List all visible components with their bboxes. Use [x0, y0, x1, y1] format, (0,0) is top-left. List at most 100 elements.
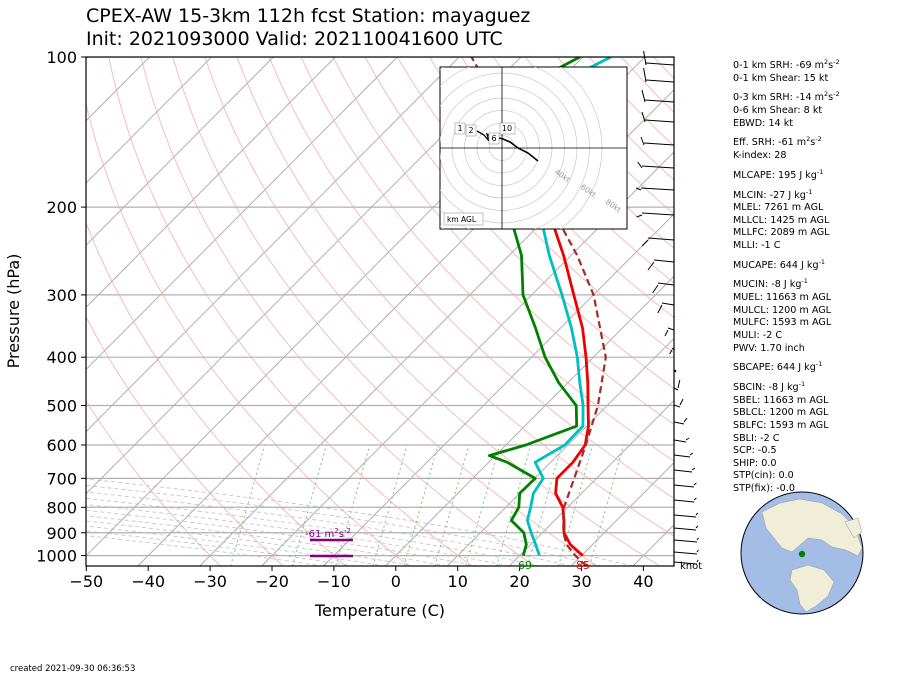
wind-barb-flag	[669, 349, 673, 355]
wind-barb-flag	[696, 559, 699, 563]
dry-adiabat	[268, 57, 674, 499]
mixing-ratio-line	[372, 444, 408, 566]
wind-barb-flag	[679, 398, 684, 406]
dry-adiabat	[86, 315, 284, 566]
wind-barb	[673, 454, 691, 458]
wind-barb	[673, 484, 695, 488]
dry-adiabat	[204, 57, 661, 566]
wind-barb	[673, 404, 681, 408]
y-tick-label: 200	[46, 198, 77, 217]
index-row: MLEL: 7261 m AGL	[733, 202, 824, 214]
wind-barb	[673, 527, 697, 531]
wind-barb-flag	[695, 525, 699, 529]
index-row: SBEL: 11663 m AGL	[733, 394, 829, 406]
wind-barb	[673, 387, 679, 391]
index-row: SBLI: -2 C	[733, 432, 780, 444]
wind-barb-flag	[637, 161, 643, 169]
x-tick-label: 10	[448, 572, 468, 591]
index-row: MULI: -2 C	[733, 330, 783, 341]
wind-barb	[673, 469, 693, 473]
chart-title-line1: CPEX-AW 15-3km 112h fcst Station: mayagu…	[86, 5, 531, 27]
wind-barb	[644, 99, 675, 103]
wind-barb-flag	[652, 284, 659, 294]
index-row: PWV: 1.70 inch	[733, 342, 805, 354]
wind-barb	[673, 514, 697, 518]
wind-barb-flag	[641, 89, 646, 103]
hodograph-height-label: 1	[457, 124, 462, 133]
index-row: SCP: -0.5	[733, 445, 777, 457]
wind-barb	[653, 259, 675, 263]
isotherm	[86, 57, 274, 246]
isotherm	[570, 462, 674, 566]
wind-barb-flag	[696, 549, 699, 553]
y-tick-label: 500	[46, 397, 77, 416]
y-tick-label: 800	[46, 498, 77, 517]
x-tick-label: −10	[317, 572, 351, 591]
wind-barb-flag	[691, 467, 696, 471]
dry-adiabat	[300, 57, 674, 462]
index-row: MLLCL: 1425 m AGL	[733, 214, 830, 226]
index-row: MUEL: 11663 m AGL	[733, 292, 832, 304]
wind-barb	[673, 539, 698, 543]
x-tick-label: 30	[571, 572, 591, 591]
plot-frame	[85, 56, 675, 567]
x-tick-label: −20	[255, 572, 289, 591]
wind-barb-flag	[693, 497, 697, 501]
moist-adiabat	[86, 485, 602, 566]
y-axis-label: Pressure (hPa)	[4, 254, 23, 369]
wind-barb-flag	[643, 50, 647, 66]
wind-barb	[667, 327, 675, 331]
hodograph-trace	[498, 137, 539, 162]
moist-adiabat	[86, 504, 510, 566]
surface-dewpoint-label: 69	[518, 559, 532, 572]
index-row: SBCIN: -8 J kg-1	[733, 379, 806, 394]
moist-adiabat	[86, 498, 541, 566]
moist-adiabat	[86, 530, 355, 566]
moist-adiabat	[86, 509, 479, 566]
y-tick-label: 700	[46, 469, 77, 488]
index-row: MLLI: -1 C	[733, 240, 781, 252]
moist-adiabat	[86, 515, 448, 566]
isotherm	[86, 57, 460, 433]
globe-land-south-america	[789, 564, 835, 613]
mixing-ratio-line	[589, 444, 625, 566]
hodograph-height-label: 10	[502, 124, 512, 133]
wind-barb-flag	[677, 379, 681, 389]
index-row: K-index: 28	[733, 150, 787, 162]
y-tick-label: 300	[46, 286, 77, 305]
created-timestamp: created 2021-09-30 06:36:53	[10, 664, 136, 674]
index-row: SHIP: 0.0	[733, 457, 777, 469]
wind-barb-flag	[685, 437, 690, 441]
x-tick-label: 0	[391, 572, 401, 591]
mixing-ratio-line	[230, 444, 266, 566]
y-tick-label: 100	[46, 48, 77, 67]
dry-adiabat	[86, 221, 347, 566]
wind-barb	[673, 499, 695, 503]
isotherm	[261, 151, 674, 566]
dry-adiabat	[236, 57, 674, 537]
index-row: STP(fix): -0.0	[733, 482, 795, 494]
wind-barb-flag	[641, 111, 646, 123]
wind-barb-flag	[693, 482, 697, 486]
dry-adiabat	[428, 57, 674, 319]
moist-adiabat	[86, 535, 324, 566]
index-row: MULCL: 1200 m AGL	[733, 304, 832, 316]
wind-units-label: knot	[680, 561, 702, 572]
x-tick-label: 20	[509, 572, 529, 591]
dry-adiabat	[108, 57, 473, 566]
wind-barb-flag	[636, 187, 642, 191]
globe-land-greenland	[844, 517, 863, 539]
y-tick-label: 600	[46, 436, 77, 455]
wind-barb	[645, 79, 675, 83]
wind-barb-flag	[683, 417, 688, 423]
dry-adiabat	[364, 57, 674, 390]
mixing-ratio-line	[335, 444, 371, 566]
srh-label: -61 m2s-2	[305, 527, 351, 540]
wind-barb-flag	[641, 239, 649, 247]
moist-adiabat	[86, 525, 386, 566]
index-row: MUCAPE: 644 J kg-1	[733, 257, 826, 271]
index-row: SBLCL: 1200 m AGL	[733, 407, 829, 419]
moist-adiabat	[86, 478, 633, 566]
hodograph-height-label: 6	[491, 134, 496, 143]
